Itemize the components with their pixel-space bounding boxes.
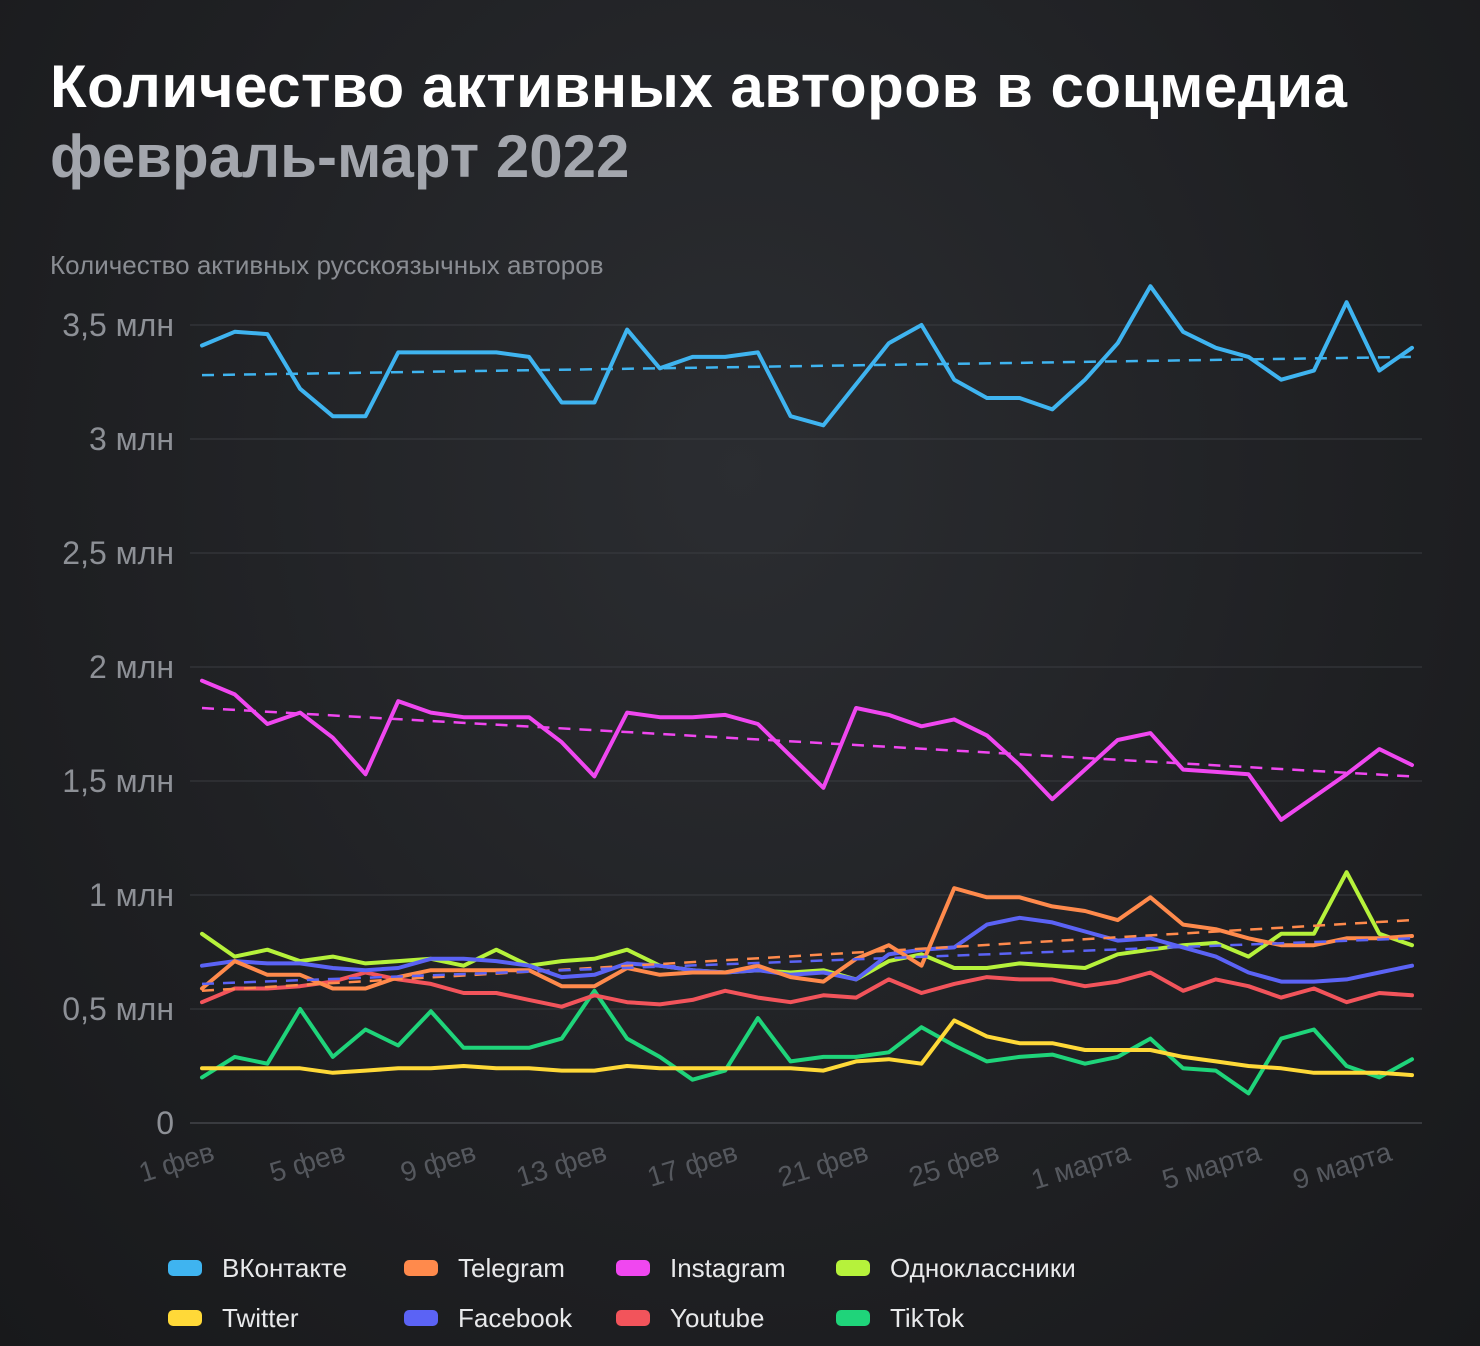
legend-swatch-youtube [616, 1310, 650, 1326]
legend-item-facebook: Facebook [404, 1298, 572, 1338]
legend-swatch-tiktok [836, 1310, 870, 1326]
legend-label-tiktok: TikTok [890, 1302, 965, 1333]
series-line-facebook [200, 915, 1414, 984]
legend-item-youtube: Youtube [616, 1298, 764, 1338]
legend-item-odnoklassniki: Одноклассники [836, 1248, 1076, 1288]
legend-label-telegram: Telegram [458, 1252, 565, 1283]
x-tick-label: 25 фев [905, 1136, 1002, 1193]
series-line-twitter [200, 1018, 1414, 1078]
legend-label-instagram: Instagram [670, 1252, 786, 1283]
x-tick-label: 9 марта [1289, 1136, 1395, 1195]
y-tick-label: 1 млн [89, 877, 174, 913]
legend-swatch-twitter [168, 1310, 202, 1326]
legend-label-facebook: Facebook [458, 1302, 573, 1333]
trend-line-facebook [201, 937, 1413, 986]
legend-swatch-facebook [404, 1310, 438, 1326]
y-tick-label: 0,5 млн [62, 991, 174, 1027]
x-tick-label: 21 фев [774, 1136, 871, 1193]
y-tick-label: 3,5 млн [62, 307, 174, 343]
x-tick-label: 5 марта [1158, 1136, 1264, 1195]
trend-line-vkontakte [201, 355, 1413, 377]
legend-label-vkontakte: ВКонтакте [222, 1252, 348, 1283]
x-tick-label: 13 фев [513, 1136, 610, 1193]
x-tick-label: 17 фев [644, 1136, 741, 1193]
series-line-odnoklassniki [200, 870, 1414, 982]
series-line-youtube [200, 970, 1414, 1009]
y-tick-label: 2 млн [89, 649, 174, 685]
legend-swatch-odnoklassniki [836, 1260, 870, 1276]
legend-label-twitter: Twitter [222, 1302, 299, 1333]
y-tick-label: 1,5 млн [62, 763, 174, 799]
legend-swatch-telegram [404, 1260, 438, 1276]
y-tick-label: 2,5 млн [62, 535, 174, 571]
y-tick-label: 3 млн [89, 421, 174, 457]
y-tick-label: 0 [156, 1105, 174, 1141]
chart-subtitle: февраль-март 2022 [50, 123, 630, 190]
trend-line-telegram [201, 918, 1413, 993]
legend-swatch-instagram [616, 1260, 650, 1276]
legend-item-tiktok: TikTok [836, 1298, 964, 1338]
legend-swatch-vkontakte [168, 1260, 202, 1276]
trend-line-instagram [201, 706, 1413, 778]
x-tick-label: 9 фев [397, 1136, 480, 1188]
series-line-telegram [200, 886, 1414, 991]
x-tick-label: 5 фев [266, 1136, 349, 1188]
series-line-instagram [200, 678, 1414, 822]
legend-item-twitter: Twitter [168, 1298, 299, 1338]
x-tick-label: 1 фев [135, 1136, 218, 1188]
legend-item-instagram: Instagram [616, 1248, 786, 1288]
legend-label-odnoklassniki: Одноклассники [890, 1252, 1076, 1283]
x-tick-label: 1 марта [1028, 1136, 1134, 1195]
series-line-tiktok [200, 988, 1414, 1096]
y-axis-label: Количество активных русскоязычных авторо… [50, 250, 604, 280]
series-line-vkontakte [200, 284, 1414, 428]
line-chart: 0 0,5 млн 1 млн 1,5 млн 2 млн 2,5 млн 3 млн 3,5… [62, 284, 1422, 1195]
legend-item-vkontakte: ВКонтакте [168, 1248, 347, 1288]
legend-item-telegram: Telegram [404, 1248, 565, 1288]
chart-title: Количество активных авторов в соцмедиа [50, 53, 1348, 120]
legend-label-youtube: Youtube [670, 1302, 765, 1333]
